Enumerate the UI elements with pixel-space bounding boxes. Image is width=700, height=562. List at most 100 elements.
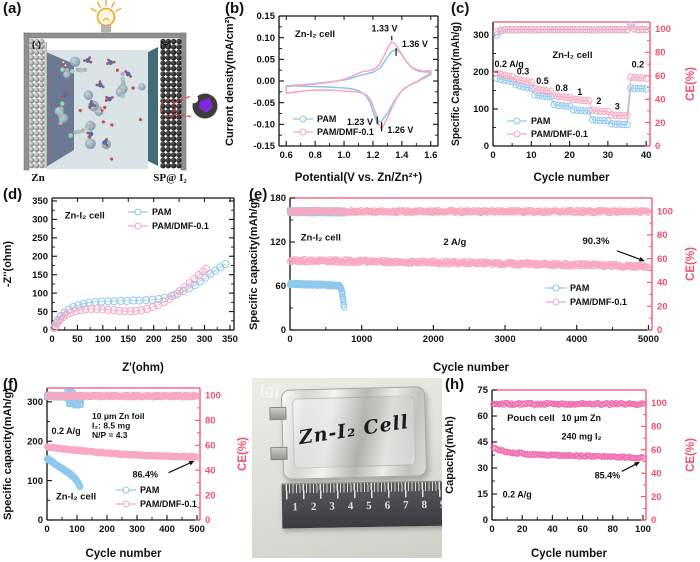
y-axis-left: -0.15 -0.10 -0.05 0.00 0.05 0.10 0.15 Current d… xyxy=(224,11,284,152)
svg-text:500: 500 xyxy=(189,524,205,535)
svg-text:80: 80 xyxy=(651,422,662,433)
svg-text:N/P = 4.3: N/P = 4.3 xyxy=(92,430,128,440)
legend: PAM PAM/DMF-0.1 xyxy=(293,114,374,137)
svg-text:0: 0 xyxy=(281,325,286,336)
series-pam-dmf-0-1 xyxy=(49,265,211,333)
series-pam-capacity xyxy=(286,279,348,311)
svg-text:100: 100 xyxy=(205,391,221,402)
svg-text:60: 60 xyxy=(205,440,216,451)
legend: PAM PAM/DMF-0.1 xyxy=(128,207,209,231)
svg-text:PAM: PAM xyxy=(140,485,159,495)
y-axis-left: 0 50 100 150 200 250 300 350 -Z''(ohm) xyxy=(2,196,57,336)
svg-text:0: 0 xyxy=(49,334,54,345)
svg-text:0.6: 0.6 xyxy=(280,150,293,161)
svg-text:PAM: PAM xyxy=(317,114,336,124)
y-axis-right: 0 20 40 60 80 100 CE(%) xyxy=(195,391,249,526)
svg-text:0.05: 0.05 xyxy=(257,55,276,66)
right-axis-title: CE(%) xyxy=(685,438,697,472)
svg-text:1.26 V: 1.26 V xyxy=(387,125,413,135)
svg-text:80: 80 xyxy=(607,524,618,535)
svg-text:85.4%: 85.4% xyxy=(595,470,621,480)
svg-text:200: 200 xyxy=(27,436,43,447)
y-axis-left: 0 100 200 300 Specific capacity(mAh/g) xyxy=(2,388,52,526)
series-pam-dmf-0-1 xyxy=(285,41,432,130)
svg-text:0: 0 xyxy=(287,334,292,345)
ruler-number: 7 xyxy=(403,499,409,512)
svg-text:2: 2 xyxy=(596,96,601,106)
svg-text:100: 100 xyxy=(27,476,43,487)
svg-text:75: 75 xyxy=(477,385,488,396)
svg-text:PAM/DMF-0.1: PAM/DMF-0.1 xyxy=(570,297,627,307)
y-axis-title: Capacity(mAh) xyxy=(444,416,456,494)
x-axis-title: Cycle number xyxy=(433,362,510,374)
series-pam-dmf-0-1-capacity xyxy=(286,255,652,272)
svg-text:0.2 A/g: 0.2 A/g xyxy=(52,426,81,436)
svg-text:3: 3 xyxy=(615,102,620,112)
y-axis-right: 0 20 40 60 80 100 CE(%) xyxy=(641,398,697,526)
svg-text:1.23 V: 1.23 V xyxy=(347,117,373,127)
svg-text:60: 60 xyxy=(275,281,286,292)
panel-label-f: (f) xyxy=(3,376,18,393)
svg-text:0.2: 0.2 xyxy=(632,60,645,70)
annotations: Zn-I₂ cell 2 A/g 90.3% xyxy=(301,233,645,262)
svg-text:2 A/g: 2 A/g xyxy=(443,237,466,248)
panel-label-b: (b) xyxy=(225,0,245,17)
series-ce xyxy=(490,399,647,409)
svg-text:Zn-I₂ cell: Zn-I₂ cell xyxy=(65,211,105,222)
svg-text:45: 45 xyxy=(477,437,488,448)
cathode-label: SP@ I₂ xyxy=(153,172,187,184)
svg-text:0.00: 0.00 xyxy=(257,76,276,87)
svg-text:20: 20 xyxy=(205,490,216,501)
y-axis-right: 0 20 40 60 80 100 CE(%) xyxy=(645,24,697,152)
svg-text:-0.05: -0.05 xyxy=(253,98,275,109)
x-axis-title: Cycle number xyxy=(85,548,162,560)
svg-text:100: 100 xyxy=(32,288,48,299)
series-pam-dmf-0-1-capacity xyxy=(44,443,200,461)
panel-f-cycling-chart: (f) 0 100 200 300 400 500 Cycle number 0 100 200 3… xyxy=(0,376,252,562)
svg-text:150: 150 xyxy=(32,270,48,281)
svg-text:-0.15: -0.15 xyxy=(253,141,275,152)
svg-text:1000: 1000 xyxy=(351,334,372,345)
right-axis-title: CE(%) xyxy=(237,437,249,471)
svg-text:80: 80 xyxy=(655,48,666,59)
svg-text:5000: 5000 xyxy=(638,334,659,345)
svg-text:Zn-I₂ cell: Zn-I₂ cell xyxy=(56,492,96,503)
svg-text:50: 50 xyxy=(37,307,48,318)
svg-text:86.4%: 86.4% xyxy=(133,469,159,479)
panel-d-eis-chart: (d) 0 50 100 150 200 250 300 350 Z'(ohm) 0 50 100 15… xyxy=(0,186,246,376)
panel-label-c: (c) xyxy=(451,0,470,17)
ruler-number: 6 xyxy=(384,499,391,512)
svg-text:250: 250 xyxy=(171,334,187,345)
svg-text:100: 100 xyxy=(69,524,85,535)
schematic-labels: (-) (+) Zn SP@ I₂ xyxy=(31,40,187,185)
chart-h: 0 20 40 60 80 100 Cycle number 0 15 30 45 60 75 Capac… xyxy=(444,385,697,560)
ruler-number: 3 xyxy=(329,500,335,513)
svg-text:0.8: 0.8 xyxy=(555,83,568,93)
svg-text:PAM/DMF-0.1: PAM/DMF-0.1 xyxy=(317,127,374,137)
magnified-region-icon xyxy=(159,94,194,118)
svg-text:0: 0 xyxy=(657,325,662,336)
svg-text:0: 0 xyxy=(490,150,495,161)
svg-text:PAM/DMF-0.1: PAM/DMF-0.1 xyxy=(152,221,209,231)
x-axis-title: Potential(V vs. Zn/Zn²⁺) xyxy=(295,172,423,184)
svg-text:400: 400 xyxy=(159,524,175,535)
svg-text:I₂: 8.5 mg: I₂: 8.5 mg xyxy=(92,421,130,431)
svg-text:300: 300 xyxy=(129,524,145,535)
svg-text:0.3: 0.3 xyxy=(517,67,530,77)
x-axis: 0 100 200 300 400 500 Cycle number xyxy=(44,515,205,560)
x-axis-title: Z'(ohm) xyxy=(122,362,164,374)
svg-text:240 mg I₂: 240 mg I₂ xyxy=(561,431,601,441)
svg-text:Zn-I₂ cell: Zn-I₂ cell xyxy=(552,50,592,61)
panel-h-pouch-chart: (h) 0 20 40 60 80 100 Cycle number 0 15 30 45 60 75 C… xyxy=(442,376,700,562)
svg-text:80: 80 xyxy=(205,416,216,427)
svg-text:180: 180 xyxy=(270,193,286,204)
svg-text:200: 200 xyxy=(146,334,162,345)
ruler-number: 4 xyxy=(347,500,354,513)
plot-frame xyxy=(46,387,201,521)
cathode-interface-layer xyxy=(148,47,158,166)
series-pam xyxy=(50,259,230,332)
